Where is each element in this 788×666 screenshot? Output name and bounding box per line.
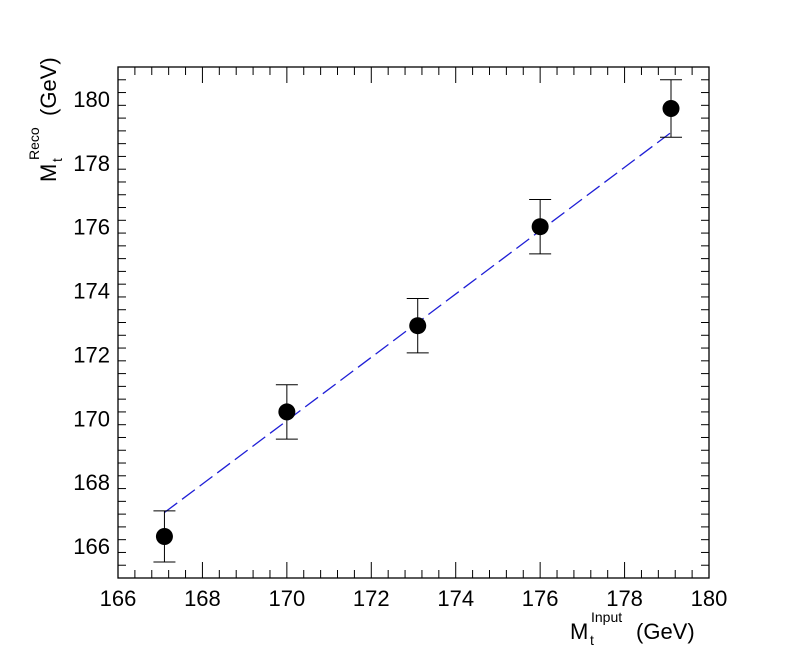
x-tick-label: 168 xyxy=(184,586,221,611)
tick-labels: 166 168 170 172 174 176 178 180 166 168 170 172 174 1… xyxy=(73,87,727,611)
y-tick-label: 178 xyxy=(73,151,110,176)
x-tick-label: 178 xyxy=(606,586,643,611)
y-axis-title-sup: Reco xyxy=(26,127,42,160)
y-tick-label: 168 xyxy=(73,470,110,495)
y-tick-label: 166 xyxy=(73,534,110,559)
y-tick-label: 180 xyxy=(73,87,110,112)
x-tick-label: 176 xyxy=(522,586,559,611)
y-axis-title-main: M xyxy=(36,164,61,182)
x-tick-label: 172 xyxy=(353,586,390,611)
data-points xyxy=(155,100,680,545)
x-axis-title-sup: Input xyxy=(591,609,622,625)
x-axis-title-unit: (GeV) xyxy=(636,619,695,644)
y-axis-title-sub: t xyxy=(49,158,65,162)
x-tick-label: 174 xyxy=(437,586,474,611)
y-tick-label: 176 xyxy=(73,215,110,240)
data-point xyxy=(662,100,680,118)
x-tick-label: 180 xyxy=(691,586,728,611)
x-axis-title-main: M xyxy=(570,619,588,644)
y-tick-label: 170 xyxy=(73,406,110,431)
x-axis-title: M t Input (GeV) xyxy=(570,609,695,648)
y-axis-title-unit: (GeV) xyxy=(36,57,61,116)
x-axis-title-sub: t xyxy=(590,632,594,648)
data-point xyxy=(278,403,296,421)
y-axis-title: M t Reco (GeV) xyxy=(26,57,65,182)
x-tick-label: 166 xyxy=(100,586,137,611)
x-tick-label: 170 xyxy=(268,586,305,611)
data-point xyxy=(531,218,549,236)
data-point xyxy=(409,317,427,335)
ticks xyxy=(117,66,710,579)
y-tick-label: 172 xyxy=(73,342,110,367)
y-tick-label: 174 xyxy=(73,279,110,304)
data-point xyxy=(155,527,173,545)
